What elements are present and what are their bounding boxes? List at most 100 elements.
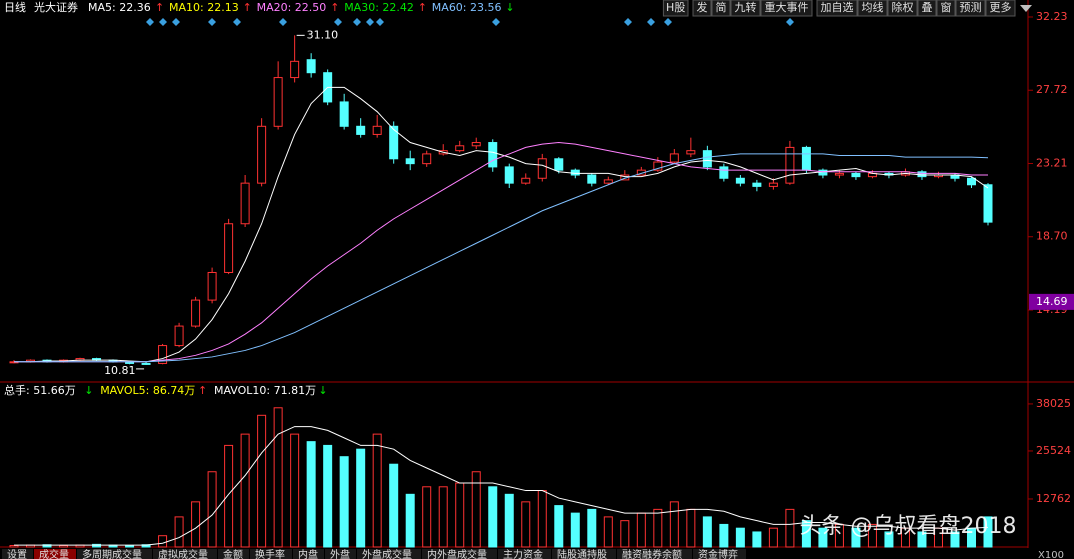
tab-label[interactable]: 内盘 [298, 548, 318, 559]
low-label: 10.81 [104, 364, 136, 377]
tab[interactable] [693, 549, 746, 559]
tab[interactable] [34, 549, 76, 559]
tab[interactable] [357, 549, 421, 559]
volume-bar [702, 516, 712, 548]
toolbar-button-label[interactable]: 均线 [862, 0, 884, 14]
volume-bar [273, 407, 283, 548]
volume-bar [884, 531, 894, 548]
tab-label[interactable]: 设置 [7, 549, 27, 559]
candle-body [356, 125, 366, 135]
candle-body [372, 125, 382, 135]
toolbar-button[interactable] [955, 0, 986, 17]
candle-body [240, 182, 250, 225]
candle-body [603, 179, 613, 184]
tab-label[interactable]: 换手率 [255, 548, 285, 559]
tab-label[interactable]: 内外盘成交量 [427, 548, 487, 559]
price-marker-label: 14.69 [1036, 295, 1068, 308]
candle-body [224, 223, 234, 273]
tab-label[interactable]: 外盘成交量 [362, 548, 412, 559]
volume-bar [59, 544, 69, 548]
tab[interactable] [77, 549, 152, 559]
y2-tick-label: 38025 [1036, 397, 1071, 410]
volume-bar [422, 486, 432, 548]
y2-tick-label: 12762 [1036, 492, 1071, 505]
volume-ma-line [14, 426, 989, 546]
tab-label[interactable]: 资金博弈 [698, 548, 738, 559]
volume-bar [372, 433, 382, 548]
volume-bar [174, 516, 184, 548]
candle-body [669, 153, 679, 163]
toolbar-button[interactable] [985, 0, 1016, 17]
tab[interactable] [498, 549, 551, 559]
toolbar-button-label[interactable]: H股 [666, 1, 685, 14]
candle-body [653, 161, 663, 171]
toolbar-button-label[interactable]: 发 [697, 0, 708, 14]
toolbar-button-label[interactable]: 简 [716, 0, 727, 14]
toolbar-button-label[interactable]: 九转 [735, 0, 757, 14]
ma-value: MA60: 23.56 [432, 1, 502, 14]
candle-body [191, 299, 201, 327]
candle-body [818, 169, 828, 176]
volume-bar [290, 433, 300, 548]
volume-bar [92, 543, 102, 548]
volume-bar [224, 444, 234, 548]
tab-label[interactable]: 陆股通持股 [557, 548, 607, 559]
toolbar-button-label[interactable]: 除权 [892, 0, 914, 14]
toolbar-button[interactable] [711, 0, 731, 17]
toolbar-button[interactable] [917, 0, 937, 17]
toolbar-button-label[interactable]: 叠 [922, 1, 933, 14]
toolbar-button[interactable] [816, 0, 858, 17]
volume-bar [917, 531, 927, 548]
volume-bar [818, 527, 828, 548]
volume-bar [620, 520, 630, 548]
tab[interactable] [422, 549, 497, 559]
toolbar-button-label[interactable]: 更多 [990, 0, 1012, 14]
toolbar-button-label[interactable]: 窗 [941, 0, 952, 14]
candle-body [389, 125, 399, 160]
volume-stat: MAVOL10: 71.81万 [214, 384, 316, 397]
tab[interactable] [218, 549, 249, 559]
tab[interactable] [552, 549, 616, 559]
tab-label[interactable]: 虚拟成交量 [158, 548, 208, 559]
tab-label[interactable]: 外盘 [330, 548, 350, 559]
toolbar-button[interactable] [692, 0, 712, 17]
candle-body [719, 166, 729, 179]
toolbar-button-label[interactable]: 预测 [960, 1, 982, 14]
tab[interactable] [293, 549, 324, 559]
tab[interactable] [325, 549, 356, 559]
tab[interactable] [2, 549, 33, 559]
tab-label[interactable]: 成交量 [39, 548, 69, 559]
candle-body [702, 150, 712, 168]
toolbar-button[interactable] [887, 0, 918, 17]
volume-bar [9, 544, 19, 548]
candle-body [851, 172, 861, 178]
tab-label[interactable]: 金额 [223, 548, 243, 559]
tab-label[interactable]: 融资融券余额 [622, 548, 682, 559]
toolbar-button-label[interactable]: 重大事件 [765, 0, 809, 14]
candle-body [554, 158, 564, 171]
ma-value: MA5: 22.36 [88, 1, 151, 14]
volume-bar [455, 482, 465, 548]
volume-arrow: ↓ [318, 384, 327, 397]
tab-label[interactable]: 主力资金 [503, 548, 543, 559]
tab[interactable] [617, 549, 692, 559]
toolbar-button[interactable] [760, 0, 813, 17]
volume-bar [603, 516, 613, 548]
volume-bar [471, 471, 481, 548]
candle-body [834, 172, 844, 176]
axis-corner [1029, 0, 1074, 17]
tab[interactable] [153, 549, 217, 559]
toolbar-button-label[interactable]: 加自选 [821, 1, 854, 14]
toolbar-button[interactable] [936, 0, 956, 17]
tab-label[interactable]: 多周期成交量 [82, 548, 142, 559]
toolbar-button[interactable] [662, 0, 689, 17]
high-label: 31.10 [307, 28, 339, 41]
volume-bar [323, 444, 333, 548]
volume-arrow: ↑ [198, 384, 207, 397]
volume-bar [240, 433, 250, 548]
tab[interactable] [250, 549, 292, 559]
toolbar-button[interactable] [857, 0, 888, 17]
scroll-arrow [1020, 5, 1032, 12]
toolbar-button[interactable] [730, 0, 761, 17]
